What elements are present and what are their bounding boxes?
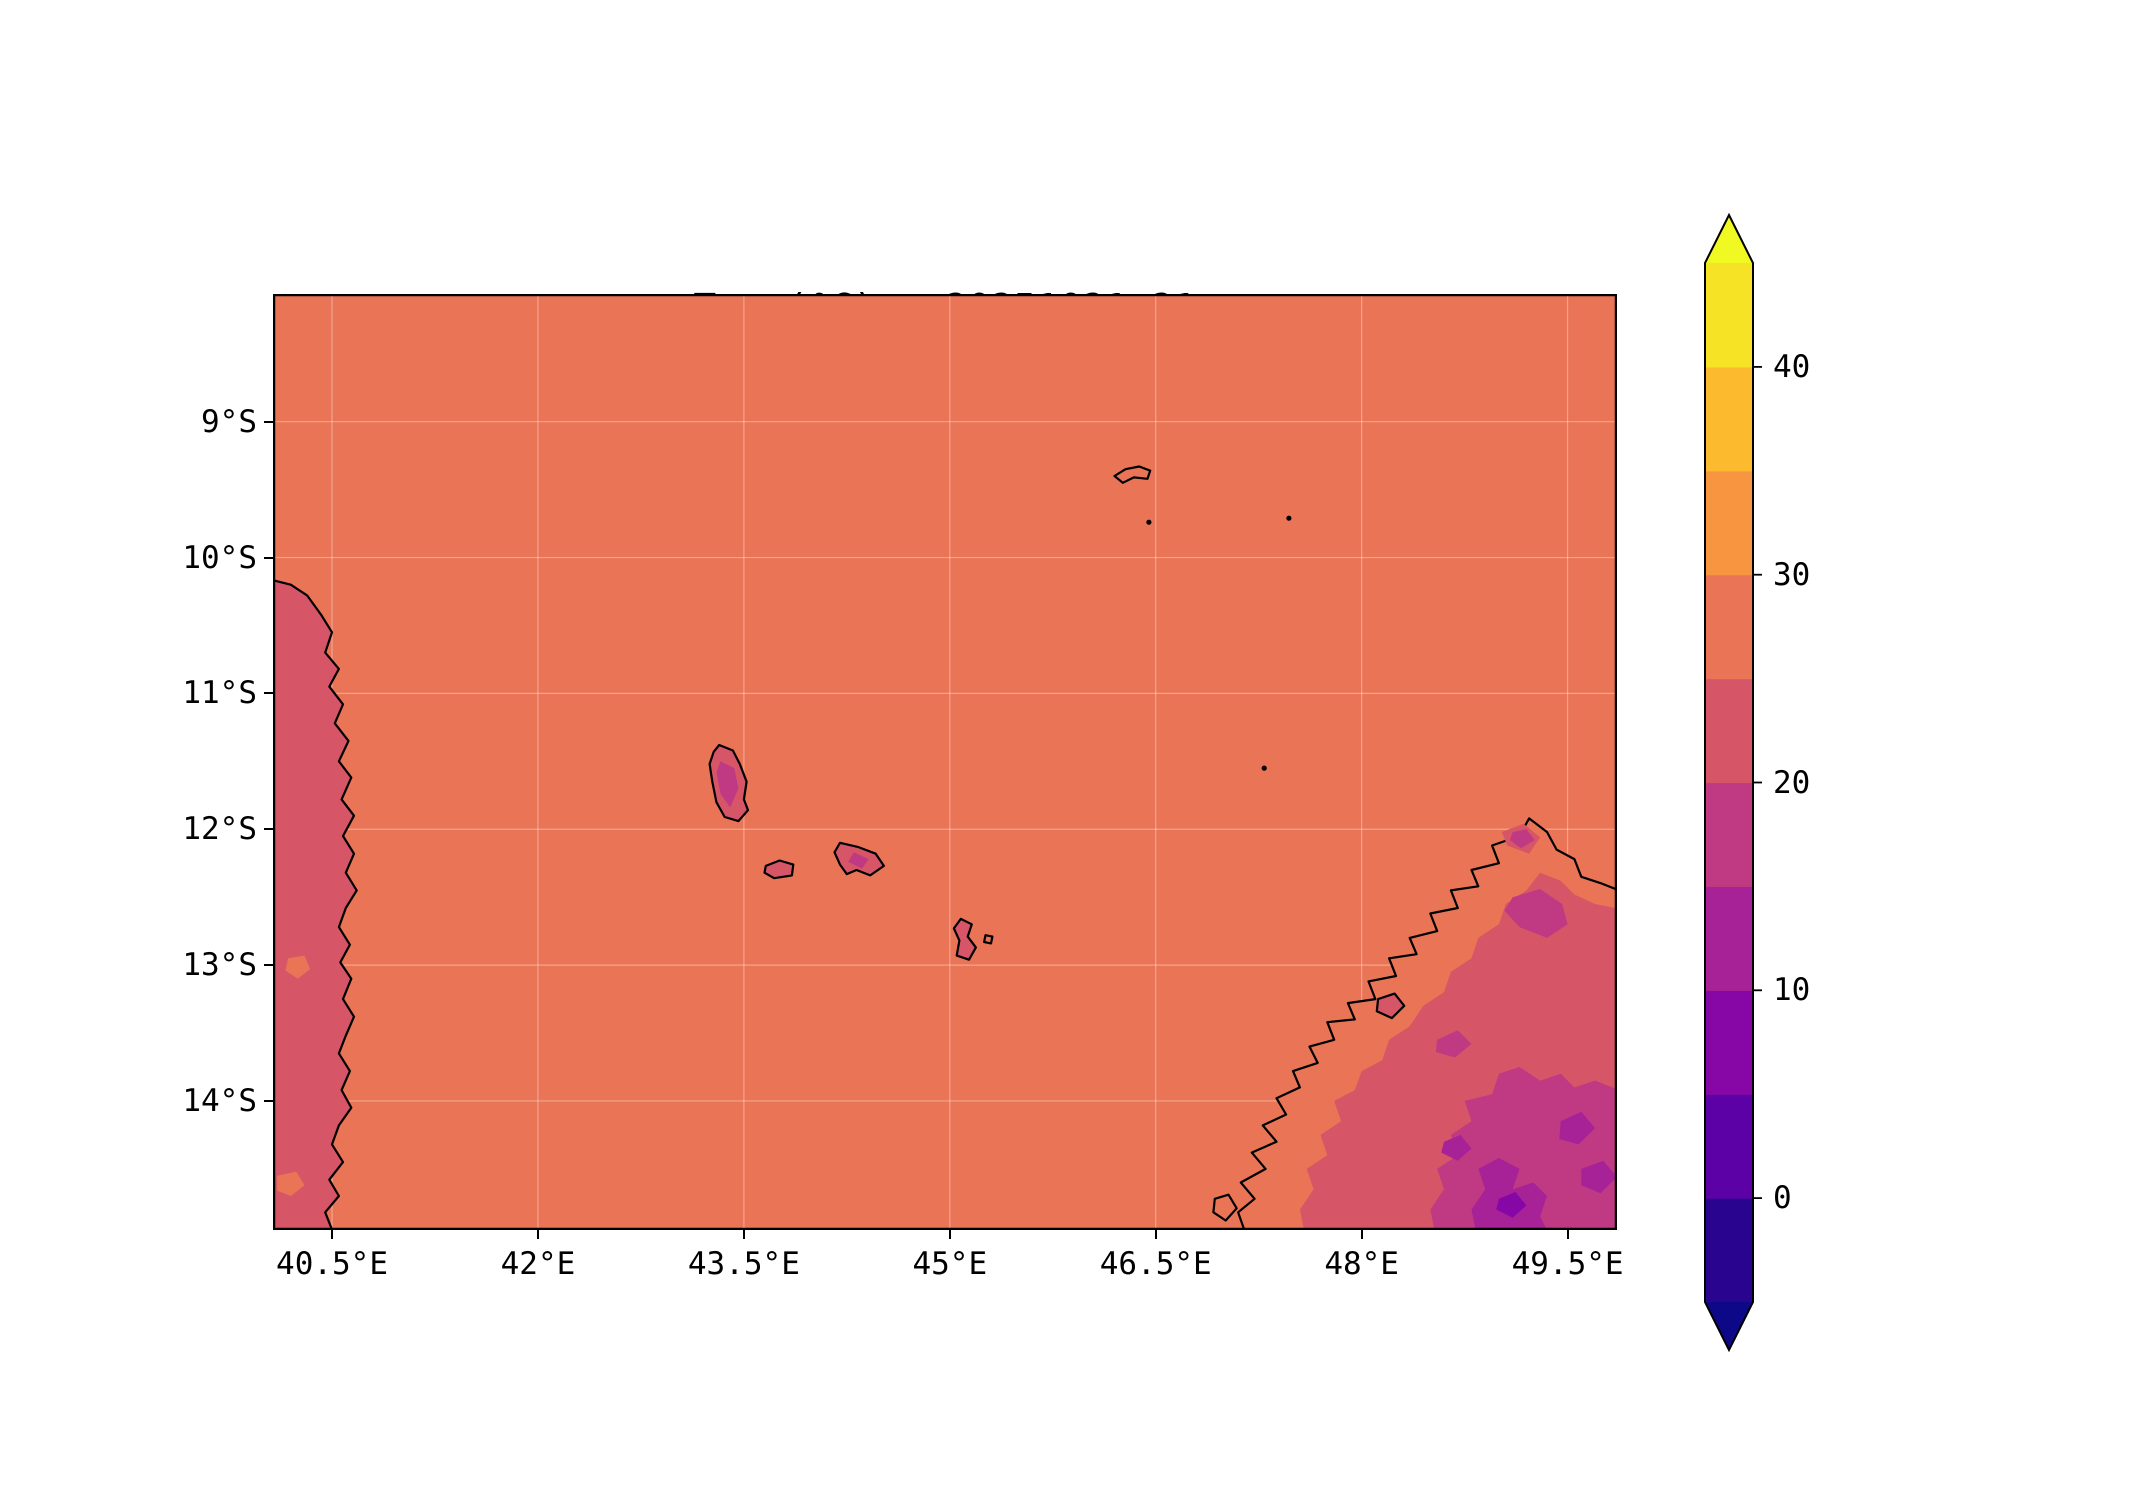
y-tick-mark [264,828,273,831]
y-tick-label: 11°S [182,675,257,712]
islet-cosmoledo [1286,515,1292,521]
y-tick-mark [264,964,273,967]
colorbar-extend-high [1705,215,1753,263]
y-tick-mark [264,1099,273,1102]
colorbar-band [1705,366,1753,472]
y-tick-label: 12°S [182,811,257,848]
y-tick-label: 13°S [182,947,257,984]
x-tick-mark [331,1230,334,1239]
map-plot [273,294,1617,1230]
region-magenta-blob-mid [1435,1030,1472,1058]
region-magenta-blob-east-coast [1504,889,1568,938]
region-madagascar-magenta [1430,1067,1617,1230]
x-tick-mark [1360,1230,1363,1239]
colorbar-band [1705,1094,1753,1199]
y-tick-label: 9°S [201,403,257,440]
region-deep-purple-spot [1496,1192,1527,1218]
map-layers [273,294,1617,1230]
x-tick-label: 45°E [912,1246,988,1282]
y-tick-mark [264,420,273,423]
colorbar-tick-label: 20 [1773,764,1811,801]
colorbar-band [1705,678,1753,784]
colorbar [1704,212,1765,1353]
region-purple-blob-3 [1441,1134,1472,1161]
region-aldabra-atoll [1113,465,1152,484]
region-anjouan-core [848,852,869,869]
region-coastal-islet [1212,1193,1238,1222]
colorbar-band [1705,470,1753,576]
region-purple-highlands [1471,1158,1547,1230]
temperature-map [273,294,1617,1230]
colorbar-band [1705,263,1753,368]
x-tick-mark [948,1230,951,1239]
islet-glorioso [1261,765,1267,771]
region-nosy-be [1375,992,1406,1020]
region-mayotte [952,917,978,961]
region-grande-comore-core [716,761,739,808]
colorbar-band [1705,886,1753,991]
x-tick-mark [1154,1230,1157,1239]
x-tick-mark [1566,1230,1569,1239]
x-tick-mark [536,1230,539,1239]
y-tick-label: 10°S [182,539,257,576]
region-purple-blob-2 [1581,1160,1617,1194]
colorbar-tick-label: 10 [1773,972,1811,1009]
map-border [273,294,1617,1230]
x-tick-label: 40.5°E [276,1246,389,1282]
x-tick-label: 43.5°E [687,1246,800,1282]
region-magenta-blob-cap [1509,829,1535,849]
colorbar-band [1705,574,1753,680]
colorbar-band [1705,1198,1753,1303]
region-moheli [763,859,795,880]
x-tick-label: 49.5°E [1511,1246,1624,1282]
colorbar-extend-low [1705,1302,1753,1350]
colorbar-band [1705,782,1753,887]
colorbar-tick-label: 0 [1773,1180,1792,1217]
region-mozambique-warm-patch-south [277,1171,305,1196]
region-mozambique-warm-patch-north [285,955,311,979]
region-purple-blob-1 [1559,1111,1595,1145]
region-mozambique-coast [273,579,358,1230]
x-tick-mark [742,1230,745,1239]
colorbar-svg [1704,212,1762,1353]
x-tick-label: 46.5°E [1099,1246,1212,1282]
colorbar-outline [1704,212,1754,1353]
region-petite-terre [982,934,994,945]
x-tick-label: 48°E [1324,1246,1399,1282]
y-tick-label: 14°S [182,1082,257,1119]
islet-assumption [1146,519,1152,525]
y-tick-mark [264,692,273,695]
colorbar-tick-label: 30 [1773,556,1811,593]
colorbar-tick-label: 40 [1773,348,1811,385]
colorbar-band [1705,990,1753,1095]
y-tick-mark [264,556,273,559]
x-tick-label: 42°E [500,1246,576,1282]
